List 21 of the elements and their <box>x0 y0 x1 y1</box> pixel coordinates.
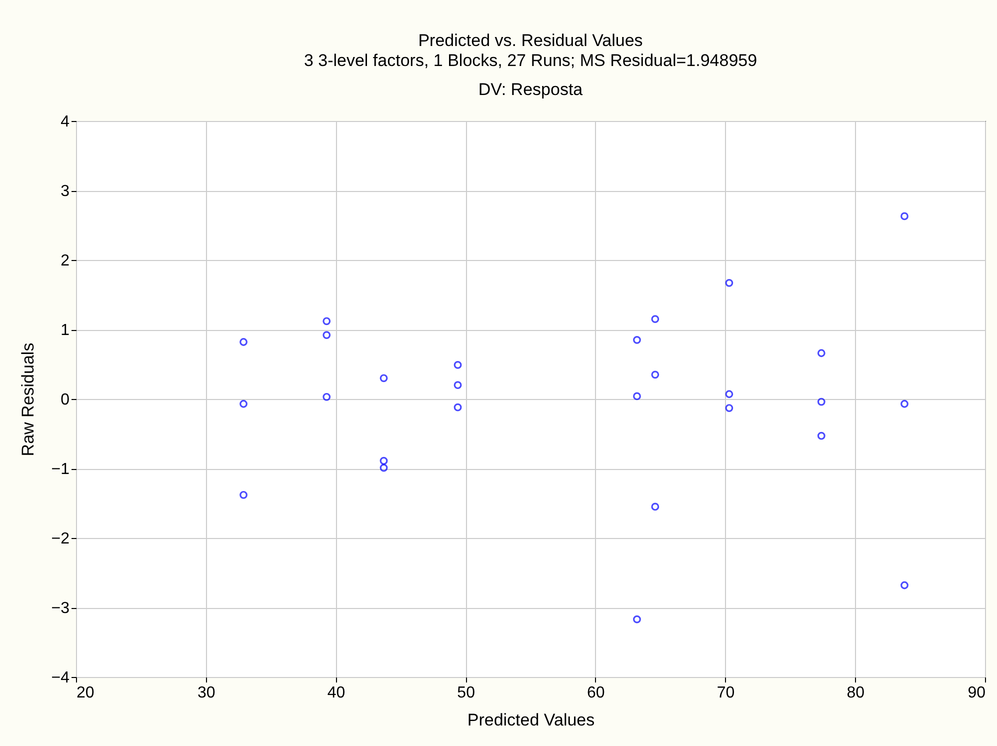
x-tick-label: 50 <box>457 684 476 702</box>
y-tick-label: −3 <box>51 600 70 617</box>
x-tick-label: 70 <box>716 684 735 702</box>
x-tick-label: 20 <box>76 684 94 702</box>
x-tick-label: 80 <box>846 684 865 702</box>
x-axis-title: Predicted Values <box>467 710 595 730</box>
y-tick-label: 4 <box>60 114 70 130</box>
x-tick-label: 90 <box>968 684 986 702</box>
y-tick-label: 0 <box>60 392 70 408</box>
y-tick-label: −2 <box>51 530 70 548</box>
chart-title: Predicted vs. Residual Values <box>418 31 643 50</box>
y-tick-label: 3 <box>60 183 70 200</box>
y-axis-title: Raw Residuals <box>18 342 38 456</box>
y-tick-label: 1 <box>60 322 70 339</box>
chart-subtitle: 3 3-level factors, 1 Blocks, 27 Runs; MS Residual=1.948959 DV: Resposta <box>304 51 758 99</box>
y-tick-label: 2 <box>60 252 70 270</box>
x-tick-label: 40 <box>327 684 346 702</box>
x-tick-label: 60 <box>587 684 605 702</box>
y-tick-label: −1 <box>51 461 70 478</box>
y-tick-label: −4 <box>51 670 70 686</box>
x-tick-label: 30 <box>197 684 216 702</box>
